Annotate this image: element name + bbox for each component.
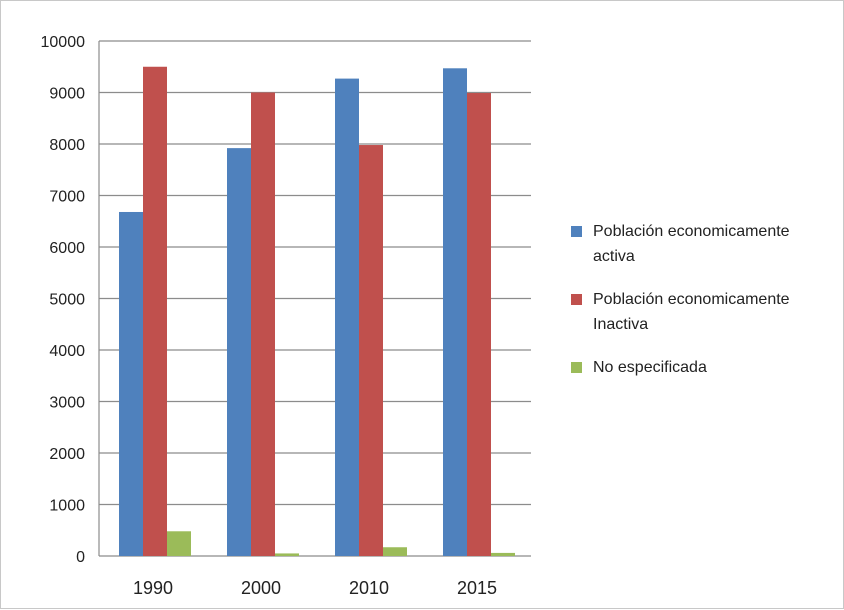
legend-label-activa-line2: activa <box>593 248 635 265</box>
y-tick-label-8000: 8000 <box>49 137 85 154</box>
y-tick-label-0: 0 <box>76 549 85 566</box>
bar-2000-series-2 <box>251 92 275 556</box>
y-tick-label-7000: 7000 <box>49 189 85 206</box>
x-tick-label-2010: 2010 <box>349 578 389 598</box>
bar-2015-series-1 <box>443 68 467 557</box>
y-tick-label-4000: 4000 <box>49 343 85 360</box>
x-tick-label-2000: 2000 <box>241 578 281 598</box>
bar-1990-series-3 <box>167 531 191 556</box>
legend-swatch-no-especificada <box>571 362 582 373</box>
bar-2010-series-2 <box>359 145 383 556</box>
legend-label-inactiva-line2: Inactiva <box>593 316 649 333</box>
legend: Población economicamente activa Població… <box>571 219 841 398</box>
legend-label-inactiva-line1: Población economicamente <box>593 291 790 308</box>
bar-2015-series-3 <box>491 552 515 556</box>
legend-label-no-especificada: No especificada <box>593 359 707 376</box>
bar-1990-series-1 <box>119 211 143 557</box>
y-tick-label-6000: 6000 <box>49 240 85 257</box>
bar-2010-series-3 <box>383 547 407 556</box>
y-tick-label-2000: 2000 <box>49 446 85 463</box>
y-tick-label-5000: 5000 <box>49 292 85 309</box>
legend-swatch-activa <box>571 226 582 237</box>
bar-2010-series-1 <box>335 78 359 556</box>
y-tick-label-3000: 3000 <box>49 395 85 412</box>
legend-label-activa-line1: Población economicamente <box>593 223 790 240</box>
x-tick-label-1990: 1990 <box>133 578 173 598</box>
y-tick-label-1000: 1000 <box>49 498 85 515</box>
bar-2015-series-2 <box>467 93 491 556</box>
legend-swatch-inactiva <box>571 294 582 305</box>
bar-1990-series-2 <box>143 66 167 556</box>
x-tick-label-2015: 2015 <box>457 578 497 598</box>
bar-2000-series-3 <box>275 553 299 556</box>
y-tick-label-10000: 10000 <box>41 34 86 51</box>
legend-item-activa: Población economicamente activa <box>571 219 841 269</box>
y-tick-label-9000: 9000 <box>49 86 85 103</box>
bar-2000-series-1 <box>227 148 251 556</box>
legend-item-inactiva: Población economicamente Inactiva <box>571 287 841 337</box>
legend-item-no-especificada: No especificada <box>571 355 841 380</box>
